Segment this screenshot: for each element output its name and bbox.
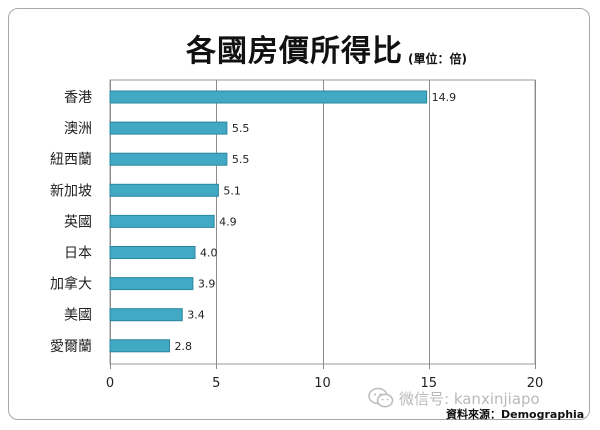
value-label: 14.9	[432, 91, 457, 104]
unit-label: (單位：倍)	[408, 52, 467, 66]
value-label: 3.4	[187, 309, 205, 322]
data-bar	[109, 152, 228, 166]
value-label: 5.5	[232, 122, 250, 135]
value-label: 5.5	[232, 153, 250, 166]
bars	[109, 90, 428, 353]
x-tick-label: 20	[527, 376, 544, 391]
category-label: 愛爾蘭	[50, 339, 92, 355]
category-label: 英國	[64, 213, 92, 230]
data-bar	[109, 214, 215, 228]
x-tick-label: 10	[314, 376, 331, 391]
value-label: 4.9	[219, 215, 237, 228]
category-label: 香港	[64, 90, 92, 106]
chart-title: 各國房價所得比	[186, 34, 403, 69]
data-bar	[109, 277, 194, 291]
watermark: 微信号: kanxinjiapo	[368, 386, 540, 410]
data-bar	[109, 246, 196, 259]
category-label: 紐西蘭	[50, 152, 92, 168]
data-bar	[109, 90, 428, 104]
category-label: 美國	[64, 308, 92, 324]
x-axis-ticks: 0 5 10 15 20	[106, 364, 543, 391]
wechat-icon	[368, 387, 394, 409]
chart-frame	[8, 8, 590, 420]
x-tick-label: 0	[106, 376, 114, 391]
data-bar	[109, 121, 228, 135]
value-label: 5.1	[223, 184, 241, 197]
category-label: 日本	[64, 246, 92, 262]
category-label: 新加坡	[50, 183, 92, 199]
value-label: 4.0	[200, 247, 218, 260]
category-label: 加拿大	[50, 276, 92, 293]
data-bar	[109, 339, 170, 353]
x-tick-label: 15	[420, 376, 437, 391]
watermark-text: 微信号: kanxinjiapo	[399, 389, 540, 408]
value-label: 3.9	[198, 278, 216, 291]
data-bar	[109, 308, 183, 322]
source-note: 資料來源：Demographia	[446, 408, 585, 421]
value-label: 2.8	[175, 340, 193, 353]
data-bar	[109, 183, 219, 197]
x-tick-label: 5	[212, 376, 220, 391]
value-labels: 14.9 5.5 5.5 5.1 4.9 4.0 3.9 3.4 2.8	[175, 91, 457, 353]
category-label: 澳洲	[64, 121, 92, 137]
